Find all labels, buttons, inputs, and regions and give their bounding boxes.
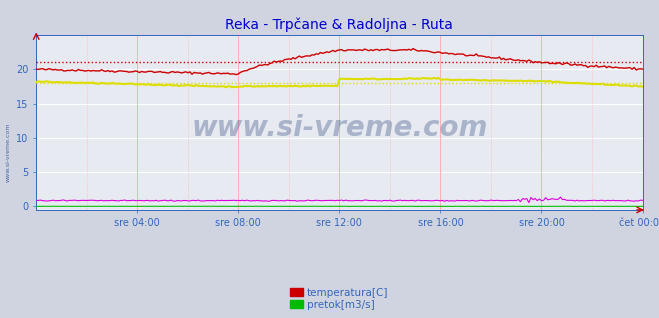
Title: Reka - Trpčane & Radoljna - Ruta: Reka - Trpčane & Radoljna - Ruta: [225, 18, 453, 32]
Text: www.si-vreme.com: www.si-vreme.com: [191, 114, 488, 142]
Text: www.si-vreme.com: www.si-vreme.com: [5, 123, 11, 183]
